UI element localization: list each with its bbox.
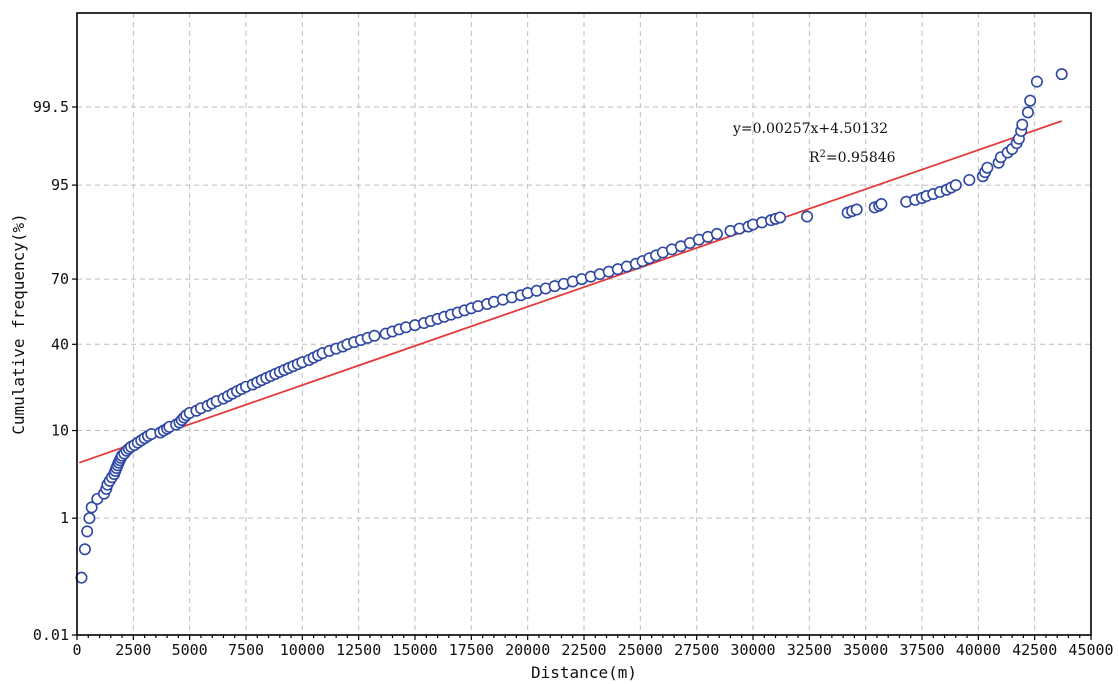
x-tick-label: 5000	[172, 641, 208, 659]
x-axis-label: Distance(m)	[531, 663, 637, 682]
data-point	[949, 179, 962, 192]
axis-ticks	[72, 106, 1092, 640]
regression-line	[78, 120, 1063, 464]
x-tick-label: 27500	[674, 641, 719, 659]
x-tick-label: 15000	[392, 641, 437, 659]
data-point	[75, 571, 88, 584]
data-point	[981, 161, 994, 174]
data-point	[81, 525, 94, 538]
x-tick-label: 25000	[618, 641, 663, 659]
data-point	[1016, 118, 1029, 131]
fit-equation: y=0.00257x+4.50132	[732, 121, 888, 137]
x-tick-label: 42500	[1012, 641, 1057, 659]
x-tick-label: 37500	[899, 641, 944, 659]
y-axis-label: Cumulative frequency(%)	[9, 213, 28, 435]
y-tick-label: 99.5	[33, 98, 69, 116]
x-tick-label: 2500	[115, 641, 151, 659]
data-point	[801, 210, 814, 223]
x-tick-label: 30000	[730, 641, 775, 659]
y-tick-label: 40	[51, 335, 69, 353]
y-tick-label: 0.01	[33, 626, 69, 644]
y-tick-labels: 0.01 1 10 40 70 95 99.5	[33, 98, 69, 644]
data-point	[85, 501, 98, 514]
r2-value: =0.95846	[826, 150, 896, 166]
x-tick-label: 7500	[228, 641, 264, 659]
grid-lines	[77, 13, 1091, 635]
data-point	[83, 512, 96, 525]
x-tick-label: 12500	[336, 641, 381, 659]
x-tick-label: 22500	[561, 641, 606, 659]
x-tick-label: 0	[72, 641, 81, 659]
r2-letter: R	[809, 150, 820, 166]
data-point	[875, 198, 888, 211]
data-points	[75, 68, 1068, 584]
x-tick-labels: 0 2500 5000 7500 10000 12500 15000 17500 20000 22…	[72, 641, 1113, 659]
data-point	[774, 211, 787, 224]
x-tick-label: 20000	[505, 641, 550, 659]
y-tick-label: 95	[51, 176, 69, 194]
data-point	[78, 543, 91, 556]
data-point	[368, 329, 381, 342]
y-tick-label: 1	[60, 509, 69, 527]
y-tick-label: 10	[51, 422, 69, 440]
data-point	[1055, 68, 1068, 81]
y-tick-label: 70	[51, 270, 69, 288]
r2-superscript: 2	[820, 149, 826, 160]
data-point	[1021, 106, 1034, 119]
data-point	[850, 203, 863, 216]
x-tick-label: 32500	[787, 641, 832, 659]
x-tick-label: 10000	[280, 641, 325, 659]
x-tick-label: 40000	[956, 641, 1001, 659]
data-point	[710, 227, 723, 240]
data-point	[963, 173, 976, 186]
x-tick-label: 35000	[843, 641, 888, 659]
data-point	[1024, 94, 1037, 107]
fit-r-squared: R2=0.95846	[809, 149, 896, 167]
x-tick-label: 45000	[1068, 641, 1113, 659]
data-point	[1030, 75, 1043, 88]
x-tick-label: 17500	[449, 641, 494, 659]
